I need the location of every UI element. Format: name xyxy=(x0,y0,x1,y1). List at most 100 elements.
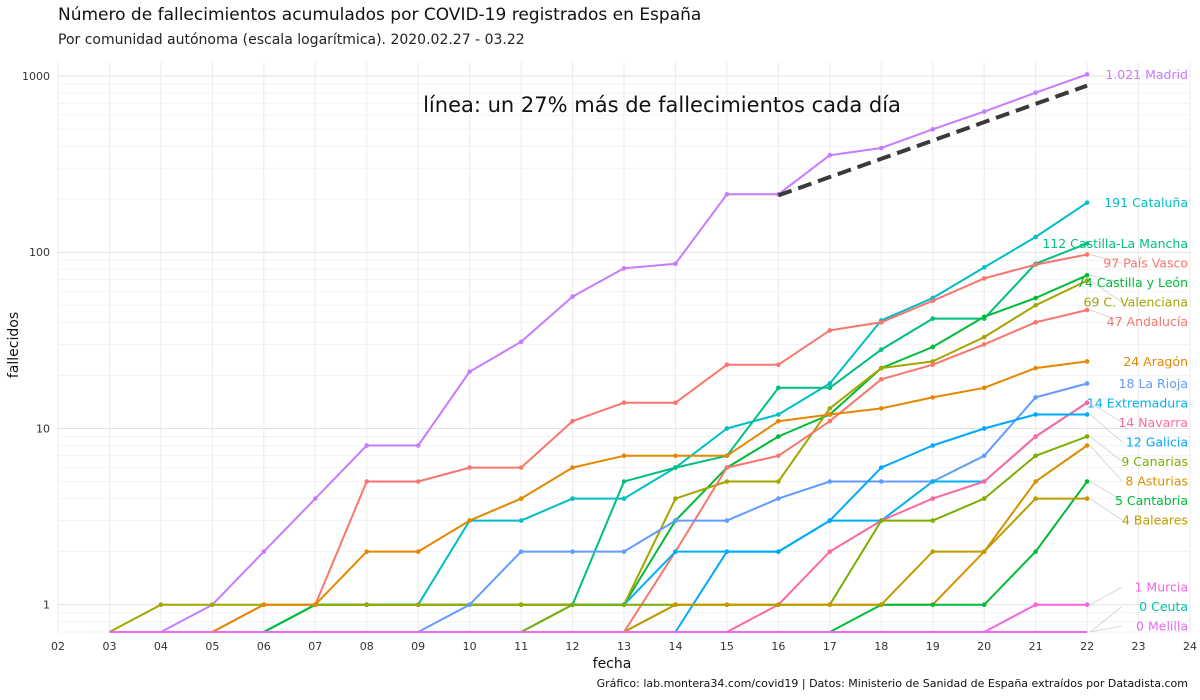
label-leader-line xyxy=(1089,414,1123,443)
data-point xyxy=(724,426,730,431)
series-end-label: 18 La Rioja xyxy=(1119,376,1188,391)
y-tick-label: 1 xyxy=(43,599,50,612)
x-tick-label: 10 xyxy=(463,640,477,653)
data-point xyxy=(981,549,987,554)
series-end-label: 47 Andalucía xyxy=(1107,314,1188,329)
x-tick-label: 11 xyxy=(514,640,528,653)
x-tick-label: 15 xyxy=(720,640,734,653)
data-point xyxy=(827,518,833,523)
series-end-label: 14 Extremadura xyxy=(1087,395,1188,410)
data-point xyxy=(1084,602,1090,607)
data-point xyxy=(673,518,678,523)
series-end-label: 4 Baleares xyxy=(1122,512,1188,527)
data-point xyxy=(621,453,627,459)
data-point xyxy=(1084,434,1090,439)
series-end-label: 0 Ceuta xyxy=(1139,599,1188,614)
data-point xyxy=(981,453,987,459)
data-point xyxy=(776,496,781,501)
data-point xyxy=(158,602,164,607)
data-point xyxy=(1084,272,1090,278)
data-point xyxy=(621,496,627,501)
data-point xyxy=(312,496,318,501)
data-point xyxy=(570,294,575,299)
data-point xyxy=(878,320,884,325)
data-point xyxy=(1084,307,1090,313)
data-point xyxy=(621,602,627,607)
x-tick-label: 06 xyxy=(257,640,271,653)
data-point xyxy=(364,549,370,554)
data-point xyxy=(467,369,472,374)
data-point xyxy=(776,602,781,607)
data-point xyxy=(1033,549,1038,554)
label-leader-line xyxy=(1089,309,1123,322)
data-point xyxy=(1084,479,1090,484)
data-point xyxy=(776,453,781,459)
data-point xyxy=(930,127,936,132)
data-point xyxy=(878,406,884,411)
series-end-label: 191 Cataluña xyxy=(1104,195,1188,210)
data-point xyxy=(724,518,730,523)
data-point xyxy=(1084,443,1090,448)
x-tick-label: 19 xyxy=(926,640,940,653)
label-leader-line xyxy=(1090,625,1123,633)
y-axis-ticks: 1 10 100 1000 xyxy=(22,70,50,612)
data-point xyxy=(518,465,524,470)
data-point xyxy=(415,549,421,554)
series-end-label: 69 C. Valenciana xyxy=(1084,295,1188,310)
data-point xyxy=(261,549,267,554)
y-tick-label: 10 xyxy=(36,422,50,435)
data-point xyxy=(1084,200,1090,205)
y-axis-label: fallecidos xyxy=(6,312,22,378)
data-point xyxy=(518,339,524,345)
data-point xyxy=(776,418,781,424)
data-point xyxy=(930,362,936,367)
label-leader-line xyxy=(1089,481,1123,501)
data-point xyxy=(776,479,781,484)
data-point xyxy=(930,518,936,523)
x-tick-label: 07 xyxy=(308,640,322,653)
data-point xyxy=(981,314,987,320)
label-leader-line xyxy=(1089,402,1123,423)
x-tick-label: 17 xyxy=(823,640,837,653)
data-point xyxy=(878,365,884,371)
data-point xyxy=(724,549,730,554)
data-point xyxy=(724,362,730,367)
x-tick-label: 02 xyxy=(51,640,65,653)
data-point xyxy=(210,602,215,607)
series-end-label: 0 Melilla xyxy=(1136,619,1188,634)
x-tick-label: 12 xyxy=(566,640,580,653)
x-tick-label: 16 xyxy=(771,640,785,653)
data-point xyxy=(518,496,524,501)
x-tick-label: 20 xyxy=(977,640,991,653)
data-point xyxy=(827,412,833,417)
data-point xyxy=(415,602,421,607)
data-point xyxy=(878,377,884,382)
data-point xyxy=(1084,278,1090,283)
data-point xyxy=(1033,320,1038,325)
data-point xyxy=(724,453,730,459)
data-point xyxy=(981,334,987,340)
data-point xyxy=(981,479,987,484)
data-point xyxy=(827,406,833,411)
data-point xyxy=(724,192,730,197)
data-point xyxy=(518,518,524,523)
data-point xyxy=(1033,412,1038,417)
data-point xyxy=(827,385,833,391)
trend-dashed-line xyxy=(777,83,1088,198)
data-point xyxy=(878,479,884,484)
data-point xyxy=(724,602,730,607)
data-point xyxy=(981,385,987,391)
data-point xyxy=(776,434,781,439)
data-point xyxy=(621,549,627,554)
data-point xyxy=(364,479,370,484)
data-point xyxy=(673,400,678,405)
data-point xyxy=(364,443,370,448)
data-point xyxy=(776,385,781,391)
label-leader-line xyxy=(1090,274,1123,283)
x-tick-label: 18 xyxy=(874,640,888,653)
x-tick-label: 08 xyxy=(360,640,374,653)
data-point xyxy=(1084,381,1090,386)
data-point xyxy=(930,395,936,400)
x-tick-label: 24 xyxy=(1183,640,1197,653)
